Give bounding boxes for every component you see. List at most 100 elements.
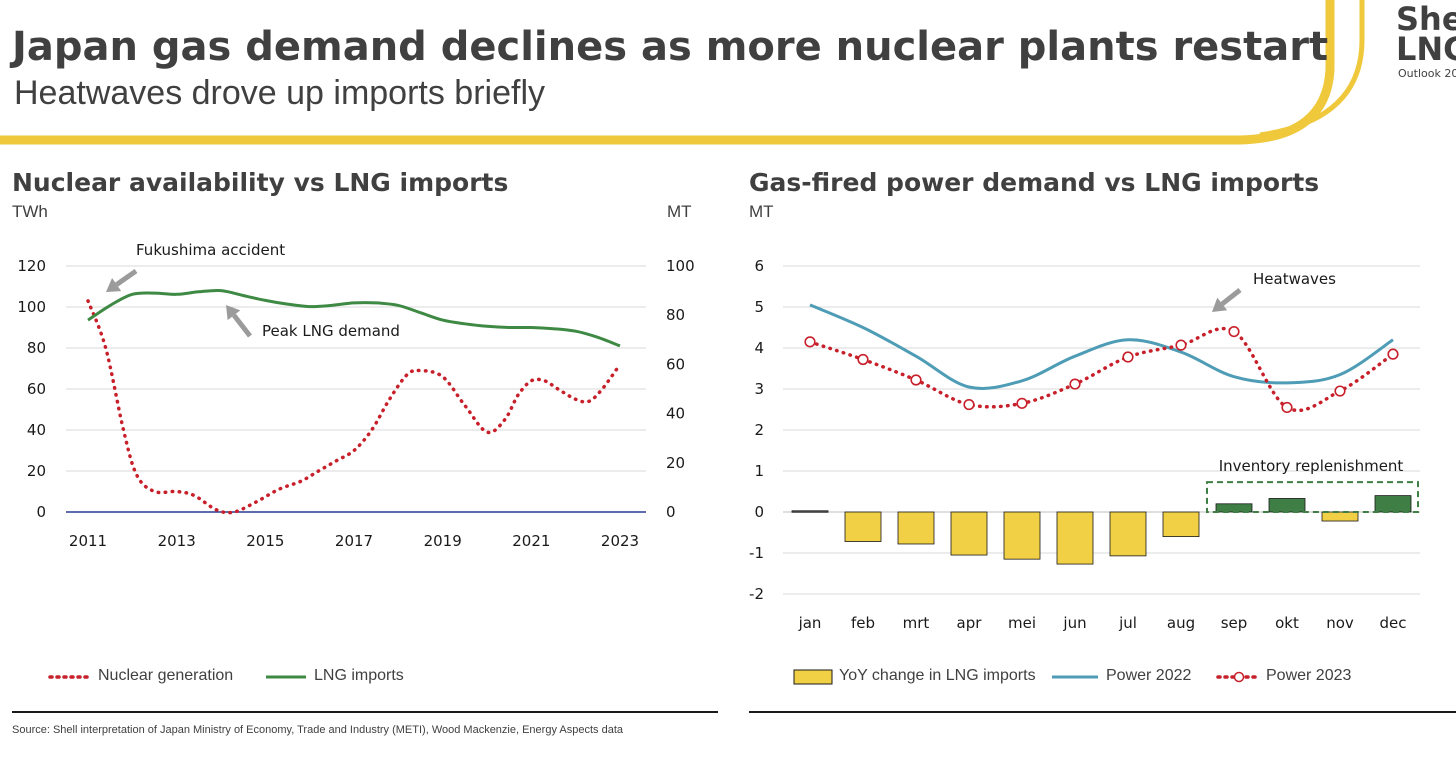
chart1-annotation-peak-lng-arrow-head: [226, 305, 241, 321]
chart2-bar-nov: [1321, 511, 1359, 522]
chart1-x-tick-label: 2013: [158, 532, 196, 550]
chart1-left-tick-label: 100: [17, 298, 46, 316]
chart1-annotation-peak-lng-arrow-shaft: [231, 313, 252, 338]
chart2-bar-feb: [844, 511, 882, 542]
chart1-left-tick-label: 80: [27, 339, 46, 357]
legend-label-nuclear: Nuclear generation: [98, 667, 234, 684]
chart1-right-tick-label: 100: [666, 257, 695, 275]
chart1-x-tick-label: 2011: [69, 532, 107, 550]
legend-item-lng: LNG imports: [264, 666, 444, 688]
chart2-power2023-point-jan: [804, 336, 816, 348]
chart1-annotation-peak-lng: Peak LNG demand: [262, 322, 400, 340]
chart1-title: Nuclear availability vs LNG imports: [12, 168, 509, 197]
chart2-power2023-point-aug: [1175, 339, 1187, 351]
legend-swatch-yoy: [793, 669, 833, 685]
chart2-bar-okt: [1268, 498, 1306, 513]
chart2-power2023-point-jun: [1069, 378, 1081, 390]
legend-label-power2022: Power 2022: [1106, 667, 1192, 684]
chart1-x-tick-label: 2017: [335, 532, 373, 550]
chart2-y-tick-label: 4: [754, 339, 764, 357]
chart2-y-tick-label: 0: [754, 503, 764, 521]
chart2-power2023-point-jul: [1122, 351, 1134, 363]
legend-item-power2022: Power 2022: [1050, 666, 1210, 688]
chart2-bar-mrt: [897, 511, 935, 545]
chart2-legend: YoY change in LNG imports Power 2022 Pow…: [792, 666, 1412, 688]
chart1-right-tick-label: 20: [666, 454, 685, 472]
brand-logo-line1: Shell: [1396, 0, 1456, 38]
chart2-x-tick-label: sep: [1221, 614, 1248, 632]
chart1-annotation-fukushima-arrow-shaft: [115, 268, 138, 287]
chart2-x-tick-label: aug: [1167, 614, 1195, 632]
chart2-bar-jun: [1056, 511, 1094, 565]
chart2-x-tick-label: feb: [851, 614, 875, 632]
chart2-annotation-heatwaves: Heatwaves: [1253, 270, 1336, 288]
chart1-left-tick-label: 60: [27, 380, 46, 398]
chart1-left-tick-label: 0: [36, 503, 46, 521]
brand-logo-line3: Outlook 2024: [1398, 67, 1456, 80]
chart1-x-tick-label: 2021: [512, 532, 550, 550]
chart2-power2023-point-mei: [1016, 397, 1028, 409]
chart2-y-tick-label: 3: [754, 380, 764, 398]
legend-item-power2023: Power 2023: [1216, 666, 1396, 688]
legend-swatch-power2022: [1052, 675, 1098, 679]
legend-swatch-lng: [266, 675, 306, 679]
chart1-left-unit: TWh: [12, 202, 48, 221]
chart2-bar-aug: [1162, 511, 1200, 538]
chart2-y-tick-label: 2: [754, 421, 764, 439]
legend-swatch-power2023: [1216, 671, 1262, 683]
chart1-x-tick-label: 2015: [246, 532, 284, 550]
chart2-x-tick-label: jun: [1062, 614, 1086, 632]
chart1-annotation-fukushima: Fukushima accident: [136, 241, 285, 259]
chart1-left-tick-label: 120: [17, 257, 46, 275]
chart2-bar-sep: [1215, 503, 1253, 513]
chart2-series-power2022-line: [809, 303, 1394, 390]
chart2-bar-jan: [791, 510, 829, 513]
page-subtitle: Heatwaves drove up imports briefly: [14, 74, 546, 112]
chart2-bar-mei: [1003, 511, 1041, 560]
chart2-inventory-box: [1206, 481, 1419, 513]
chart1-left-tick-label: 20: [27, 462, 46, 480]
chart2-x-tick-label: jan: [798, 614, 822, 632]
legend-item-nuclear: Nuclear generation: [48, 666, 268, 688]
brand-logo-line2: LNG: [1396, 30, 1456, 68]
chart2-power2023-point-mrt: [910, 374, 922, 386]
chart2-annotation-inventory: Inventory replenishment: [1219, 457, 1404, 475]
chart1-legend: Nuclear generation LNG imports: [48, 666, 448, 688]
header-band-stripe-inner: [1259, 0, 1365, 138]
chart2-annotation-heatwaves-arrow-shaft: [1220, 288, 1242, 306]
chart2-power2023-point-okt: [1281, 401, 1293, 414]
chart2-x-tick-label: mei: [1008, 614, 1036, 632]
chart2-series-power2023-line: [808, 326, 1395, 413]
chart1-left-tick-label: 40: [27, 421, 46, 439]
chart2-power2023-point-dec: [1387, 348, 1399, 360]
source-note: Source: Shell interpretation of Japan Mi…: [12, 724, 623, 736]
chart2-unit: MT: [749, 202, 774, 221]
chart2-power2023-point-apr: [963, 398, 975, 411]
chart2-bar-dec: [1374, 495, 1412, 513]
chart2-bar-jul: [1109, 511, 1147, 557]
chart2-x-tick-label: dec: [1380, 614, 1407, 632]
chart1-annotation-fukushima-arrow-head: [106, 277, 122, 292]
chart2-y-tick-label: 1: [754, 462, 764, 480]
chart2-y-tick-label: -1: [749, 544, 764, 562]
chart2-x-tick-label: jul: [1118, 614, 1137, 632]
chart2-power2023-point-feb: [857, 353, 869, 366]
chart1-right-tick-label: 0: [666, 503, 676, 521]
chart1-x-tick-label: 2023: [601, 532, 639, 550]
chart1-series-nuclear-line: [86, 299, 622, 515]
chart1-series-lng-line: [87, 288, 621, 348]
legend-label-power2023: Power 2023: [1266, 667, 1352, 684]
chart2-x-tick-label: nov: [1326, 614, 1354, 632]
chart2-x-tick-label: okt: [1275, 614, 1299, 632]
chart2-x-tick-label: apr: [957, 614, 983, 632]
legend-label-yoy: YoY change in LNG imports: [839, 667, 1036, 684]
chart2-power2023-point-nov: [1334, 385, 1346, 397]
chart2-y-tick-label: -2: [749, 585, 764, 603]
brand-logo: Shell LNG Outlook 2024: [1396, 0, 1456, 84]
page-title: Japan gas demand declines as more nuclea…: [12, 24, 1329, 70]
chart1-right-tick-label: 60: [666, 355, 685, 373]
chart1-right-tick-label: 40: [666, 405, 685, 423]
